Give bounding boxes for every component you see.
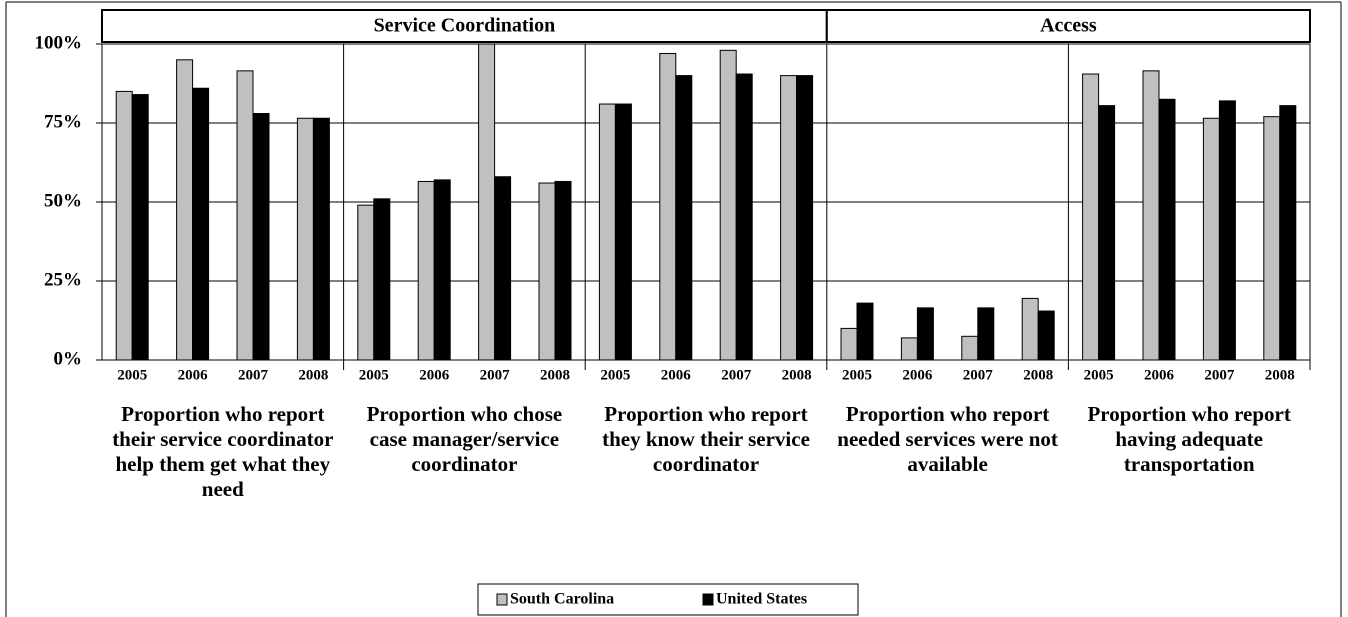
- x-tick-label: 2007: [1204, 367, 1235, 383]
- y-tick-label: 100%: [35, 32, 83, 53]
- legend-swatch: [702, 593, 714, 606]
- x-tick-label: 2005: [117, 367, 147, 383]
- bar: [176, 59, 194, 361]
- bar: [719, 49, 737, 361]
- bar: [1218, 100, 1236, 361]
- bar: [961, 335, 979, 361]
- panel-title: Proportion who report they know their se…: [602, 402, 810, 476]
- bar: [675, 75, 693, 361]
- bar: [840, 327, 858, 361]
- bar: [856, 302, 874, 361]
- x-tick-label: 2007: [963, 367, 994, 383]
- bar: [312, 117, 330, 361]
- group-title: Service Coordination: [374, 15, 556, 37]
- x-tick-label: 2007: [721, 367, 752, 383]
- panel-title: Proportion who chose case manager/servic…: [366, 402, 563, 476]
- bar: [1279, 105, 1297, 361]
- x-tick-label: 2006: [178, 367, 209, 383]
- x-tick-label: 2005: [842, 367, 872, 383]
- bar: [796, 75, 814, 361]
- bar: [115, 90, 133, 361]
- y-tick-label: 25%: [44, 269, 82, 290]
- x-tick-label: 2006: [419, 367, 450, 383]
- x-tick-label: 2005: [1084, 367, 1114, 383]
- x-tick-label: 2008: [298, 367, 328, 383]
- x-tick-label: 2008: [540, 367, 570, 383]
- bar: [478, 43, 496, 361]
- group-header: [825, 9, 1311, 43]
- x-tick-label: 2005: [359, 367, 389, 383]
- bar: [538, 182, 556, 361]
- legend-label: South Carolina: [510, 591, 614, 608]
- bar: [192, 87, 210, 361]
- bar: [494, 176, 512, 361]
- bar: [1263, 116, 1281, 361]
- bar: [916, 307, 934, 361]
- x-tick-label: 2007: [238, 367, 269, 383]
- bar: [554, 180, 572, 361]
- x-tick-label: 2005: [600, 367, 630, 383]
- x-tick-label: 2006: [902, 367, 933, 383]
- legend-label: United States: [716, 591, 807, 608]
- bar: [1202, 117, 1220, 361]
- x-tick-label: 2008: [1265, 367, 1295, 383]
- panel-title: Proportion who report their service coor…: [112, 402, 334, 501]
- x-tick-label: 2006: [661, 367, 692, 383]
- bar: [1037, 310, 1055, 361]
- panel-title: Proportion who report having adequate tr…: [1087, 402, 1291, 476]
- x-tick-label: 2007: [480, 367, 511, 383]
- bar: [433, 179, 451, 361]
- bar: [357, 204, 375, 361]
- bar: [1098, 105, 1116, 361]
- bar: [780, 75, 798, 361]
- bar: [417, 180, 435, 361]
- bar: [900, 337, 918, 361]
- bar: [977, 307, 995, 361]
- legend-box: [477, 583, 859, 616]
- x-tick-label: 2006: [1144, 367, 1175, 383]
- bar: [1158, 98, 1176, 361]
- x-tick-label: 2008: [1023, 367, 1053, 383]
- bar: [1021, 297, 1039, 361]
- bar: [252, 113, 270, 361]
- bar: [236, 70, 254, 361]
- panel-title: Proportion who report needed services we…: [837, 402, 1058, 476]
- x-tick-label: 2008: [782, 367, 812, 383]
- legend-swatch: [496, 593, 508, 606]
- y-tick-label: 0%: [54, 348, 83, 369]
- bar: [1082, 73, 1100, 361]
- group-header: [101, 9, 828, 43]
- y-tick-label: 50%: [44, 190, 82, 211]
- bar: [1142, 70, 1160, 361]
- y-tick-label: 75%: [44, 111, 82, 132]
- bar: [614, 103, 632, 361]
- bar: [373, 198, 391, 361]
- bar: [598, 103, 616, 361]
- bar: [131, 94, 149, 361]
- bar: [296, 117, 314, 361]
- bar: [735, 73, 753, 361]
- bar: [659, 52, 677, 361]
- group-title: Access: [1040, 15, 1097, 37]
